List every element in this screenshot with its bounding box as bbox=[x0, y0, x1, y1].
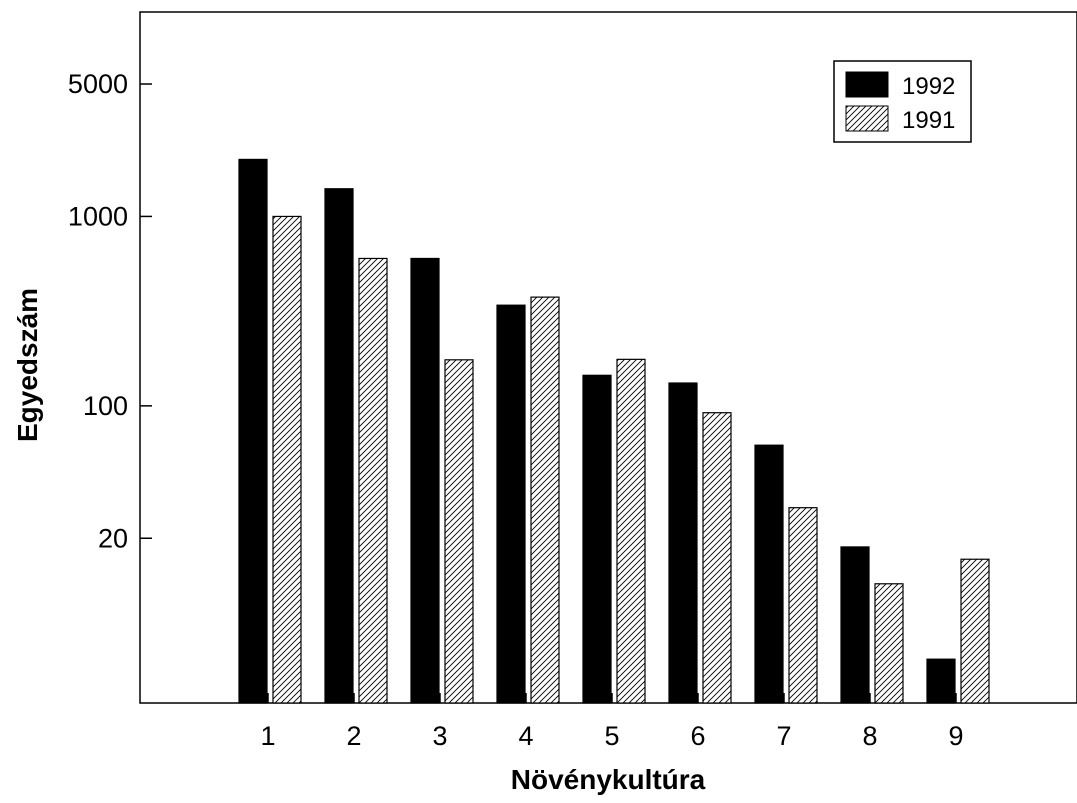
bar-1992-cat-8 bbox=[840, 546, 870, 704]
x-tick-label-7: 7 bbox=[776, 721, 791, 751]
x-tick-label-3: 3 bbox=[432, 721, 447, 751]
bar-1992-cat-1 bbox=[238, 158, 268, 704]
bar-1992-cat-4 bbox=[496, 304, 526, 704]
bar-1991-cat-9 bbox=[960, 558, 990, 704]
y-axis: 20 100 1000 5000 bbox=[68, 69, 152, 553]
x-axis: 1 2 3 4 5 6 7 8 9 bbox=[260, 693, 964, 751]
legend-swatch-1992 bbox=[845, 71, 889, 98]
bar-1991-cat-3 bbox=[444, 359, 474, 704]
legend-label-1992: 1992 bbox=[902, 73, 955, 100]
y-tick-label-100: 100 bbox=[83, 391, 128, 421]
x-tick-label-1: 1 bbox=[260, 721, 275, 751]
y-tick-label-20: 20 bbox=[98, 523, 128, 553]
x-tick-label-8: 8 bbox=[862, 721, 877, 751]
bars bbox=[238, 158, 990, 704]
bar-1992-cat-5 bbox=[582, 374, 612, 704]
x-tick-label-5: 5 bbox=[604, 721, 619, 751]
bar-1991-cat-7 bbox=[788, 507, 818, 704]
y-axis-title: Egyedszám bbox=[12, 288, 43, 442]
legend-swatch-1991 bbox=[845, 105, 889, 132]
legend: 1992 1991 bbox=[833, 60, 972, 143]
bar-1992-cat-6 bbox=[668, 382, 698, 704]
bar-1992-cat-3 bbox=[410, 257, 440, 704]
x-tick-label-6: 6 bbox=[690, 721, 705, 751]
y-tick-label-5000: 5000 bbox=[68, 69, 128, 99]
bar-1991-cat-1 bbox=[272, 215, 302, 704]
legend-label-1991: 1991 bbox=[902, 107, 955, 134]
x-tick-label-2: 2 bbox=[346, 721, 361, 751]
x-axis-title: Növénykultúra bbox=[511, 764, 706, 795]
y-tick-label-1000: 1000 bbox=[68, 201, 128, 231]
x-tick-label-9: 9 bbox=[948, 721, 963, 751]
bar-1992-cat-2 bbox=[324, 188, 354, 704]
bar-1991-cat-4 bbox=[530, 296, 560, 704]
bar-1992-cat-9 bbox=[926, 658, 956, 704]
bar-1991-cat-5 bbox=[616, 358, 646, 704]
x-tick-label-4: 4 bbox=[518, 721, 533, 751]
bar-1991-cat-8 bbox=[874, 583, 904, 704]
bar-1992-cat-7 bbox=[754, 444, 784, 704]
bar-1991-cat-6 bbox=[702, 412, 732, 704]
bar-1991-cat-2 bbox=[358, 257, 388, 704]
